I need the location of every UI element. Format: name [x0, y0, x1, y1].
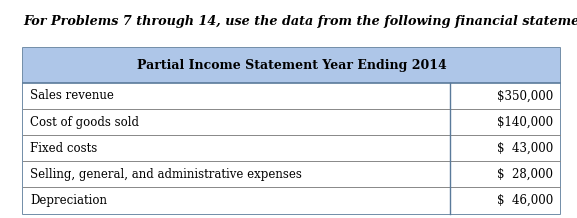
- Text: Selling, general, and administrative expenses: Selling, general, and administrative exp…: [30, 168, 302, 181]
- Text: For Problems 7 through 14, use the data from the following financial statements:: For Problems 7 through 14, use the data …: [23, 15, 577, 28]
- Text: Depreciation: Depreciation: [30, 194, 107, 207]
- Text: Cost of goods sold: Cost of goods sold: [30, 116, 139, 129]
- Text: $  46,000: $ 46,000: [497, 194, 553, 207]
- Text: $  28,000: $ 28,000: [497, 168, 553, 181]
- Text: Fixed costs: Fixed costs: [30, 142, 98, 155]
- Text: Sales revenue: Sales revenue: [30, 89, 114, 102]
- Text: $  43,000: $ 43,000: [497, 142, 553, 155]
- Text: Partial Income Statement Year Ending 2014: Partial Income Statement Year Ending 201…: [137, 59, 446, 72]
- Text: $350,000: $350,000: [497, 89, 553, 102]
- Text: $140,000: $140,000: [497, 116, 553, 129]
